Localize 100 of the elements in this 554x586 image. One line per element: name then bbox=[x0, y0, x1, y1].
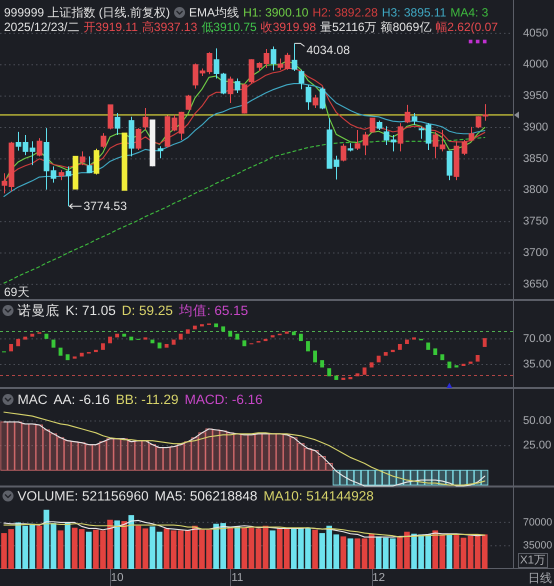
text: H3: 3895.11 bbox=[382, 6, 447, 20]
bar bbox=[298, 334, 303, 342]
bar bbox=[270, 530, 276, 569]
bar bbox=[94, 350, 98, 352]
bar bbox=[115, 334, 120, 338]
annotation: 高3937.13 bbox=[142, 20, 198, 34]
bar bbox=[101, 343, 105, 350]
candlestick bbox=[150, 119, 156, 167]
candlestick bbox=[142, 108, 148, 130]
annotation: 开3919.11 bbox=[83, 20, 138, 34]
bar bbox=[481, 470, 488, 486]
bar bbox=[221, 326, 226, 332]
candlestick bbox=[242, 83, 248, 114]
annotation: D: 59.25 bbox=[122, 303, 173, 318]
bar bbox=[156, 447, 164, 471]
bar bbox=[0, 422, 8, 471]
candlestick bbox=[80, 150, 86, 166]
annotation: 额8069亿 bbox=[380, 20, 432, 34]
bar bbox=[64, 522, 70, 569]
text: 日线 bbox=[528, 571, 552, 585]
candlestick bbox=[100, 132, 106, 149]
bar bbox=[114, 438, 121, 471]
candlestick bbox=[248, 58, 254, 84]
candlestick bbox=[94, 148, 100, 176]
bar bbox=[22, 424, 29, 471]
y-tick-label: 3850 bbox=[523, 152, 548, 165]
bar bbox=[52, 340, 56, 348]
y-tick-label: 4050 bbox=[523, 27, 548, 40]
candlestick bbox=[446, 150, 452, 181]
candlestick bbox=[128, 116, 134, 157]
bar bbox=[129, 336, 134, 340]
bar bbox=[106, 438, 114, 471]
candlestick bbox=[234, 78, 240, 94]
bar bbox=[240, 434, 248, 471]
candlestick bbox=[376, 120, 382, 130]
chart-title: 诺曼底 bbox=[18, 303, 60, 318]
bar bbox=[158, 342, 162, 348]
bar bbox=[16, 338, 20, 346]
line-series bbox=[3, 523, 486, 538]
bar bbox=[398, 344, 402, 350]
candlestick bbox=[58, 170, 64, 181]
bar bbox=[120, 438, 128, 471]
bar bbox=[220, 430, 227, 471]
bar bbox=[262, 433, 270, 471]
bar bbox=[276, 433, 284, 471]
bar bbox=[264, 338, 268, 342]
bar bbox=[460, 470, 468, 486]
bar bbox=[148, 444, 156, 471]
bar bbox=[172, 340, 176, 345]
y-tick-label: 3950 bbox=[523, 90, 548, 102]
bar bbox=[354, 470, 362, 486]
y-tick-label: 3700 bbox=[523, 246, 548, 259]
text: MA4: 3 bbox=[450, 6, 489, 20]
bar bbox=[312, 530, 318, 569]
bar bbox=[28, 424, 36, 471]
series-label: AA: -6.16 bbox=[54, 392, 110, 407]
bar bbox=[198, 432, 206, 471]
line-series bbox=[3, 83, 486, 198]
bar bbox=[128, 441, 135, 471]
bar bbox=[254, 433, 262, 471]
bar bbox=[332, 470, 340, 486]
bar bbox=[382, 470, 390, 486]
bar bbox=[348, 538, 354, 569]
bar bbox=[368, 470, 376, 486]
bar bbox=[143, 337, 148, 340]
y-tick-label: 3800 bbox=[523, 184, 548, 196]
bar bbox=[23, 336, 28, 340]
bar bbox=[177, 444, 184, 471]
y-tick-label: 35.00 bbox=[523, 358, 552, 371]
candlestick bbox=[398, 122, 404, 152]
bar bbox=[9, 344, 14, 352]
annotation: 69天 bbox=[4, 285, 30, 299]
y-tick-label: 35000 bbox=[523, 540, 552, 552]
candlestick bbox=[362, 131, 368, 156]
y-tick-label: 70000 bbox=[523, 516, 552, 528]
bar bbox=[121, 521, 128, 569]
annotation: 均值: 65.15 bbox=[178, 303, 248, 318]
annotation: 低3910.75 bbox=[201, 20, 257, 34]
bar bbox=[306, 341, 310, 352]
bar bbox=[340, 536, 346, 569]
x-tick-label: 11 bbox=[231, 572, 244, 584]
bar bbox=[292, 332, 296, 336]
candlestick bbox=[158, 146, 164, 159]
bar bbox=[78, 442, 86, 471]
bar bbox=[389, 470, 396, 486]
annotation: 3774.53 bbox=[84, 199, 128, 214]
candlestick bbox=[66, 166, 72, 207]
line-series bbox=[3, 520, 486, 538]
candlestick bbox=[482, 104, 488, 122]
bar bbox=[446, 534, 452, 569]
bar bbox=[36, 526, 42, 569]
bar bbox=[99, 441, 107, 471]
bar bbox=[226, 432, 234, 471]
annotation: 幅2.62(0.07 bbox=[435, 20, 498, 34]
bar bbox=[375, 470, 382, 486]
bar bbox=[134, 440, 142, 471]
bar bbox=[30, 334, 34, 337]
candlestick bbox=[292, 42, 298, 72]
bar bbox=[184, 441, 192, 471]
bar bbox=[164, 344, 169, 348]
